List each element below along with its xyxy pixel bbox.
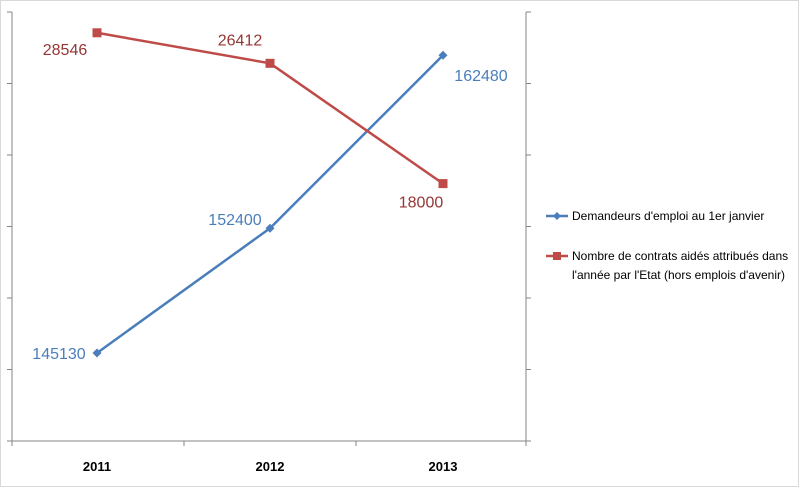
data-point-diamond <box>92 348 102 358</box>
data-point-square <box>438 179 448 189</box>
data-point-square <box>92 28 102 38</box>
data-label: 28546 <box>43 42 88 59</box>
legend-label: l'année par l'Etat (hors emplois d'aveni… <box>572 268 785 282</box>
chart-axes <box>7 11 531 446</box>
x-tick-label: 2012 <box>256 459 285 474</box>
x-tick-label: 2013 <box>429 459 458 474</box>
data-point-diamond <box>438 50 448 60</box>
series-lines <box>92 28 448 358</box>
x-tick-labels: 2011 2012 2013 <box>83 459 458 474</box>
data-labels: 145130 152400 162480 28546 26412 18000 <box>32 32 507 363</box>
legend-marker-diamond <box>553 212 561 220</box>
legend-entry: Demandeurs d'emploi au 1er janvier <box>546 209 764 223</box>
data-label: 18000 <box>399 195 444 212</box>
chart-legend: Demandeurs d'emploi au 1er janvier Nombre… <box>546 209 788 282</box>
data-label: 152400 <box>208 212 261 229</box>
x-tick-label: 2011 <box>83 459 111 474</box>
legend-label: Demandeurs d'emploi au 1er janvier <box>572 209 764 223</box>
data-label: 145130 <box>32 346 85 363</box>
legend-entry: Nombre de contrats aidés attribués dans l… <box>546 249 788 282</box>
legend-label: Nombre de contrats aidés attribués dans <box>572 249 788 263</box>
data-point-diamond <box>265 223 275 233</box>
data-label: 26412 <box>218 32 263 49</box>
data-label: 162480 <box>454 68 507 85</box>
legend-marker-square <box>553 252 561 260</box>
data-point-square <box>265 58 275 68</box>
series-line <box>96 54 444 354</box>
